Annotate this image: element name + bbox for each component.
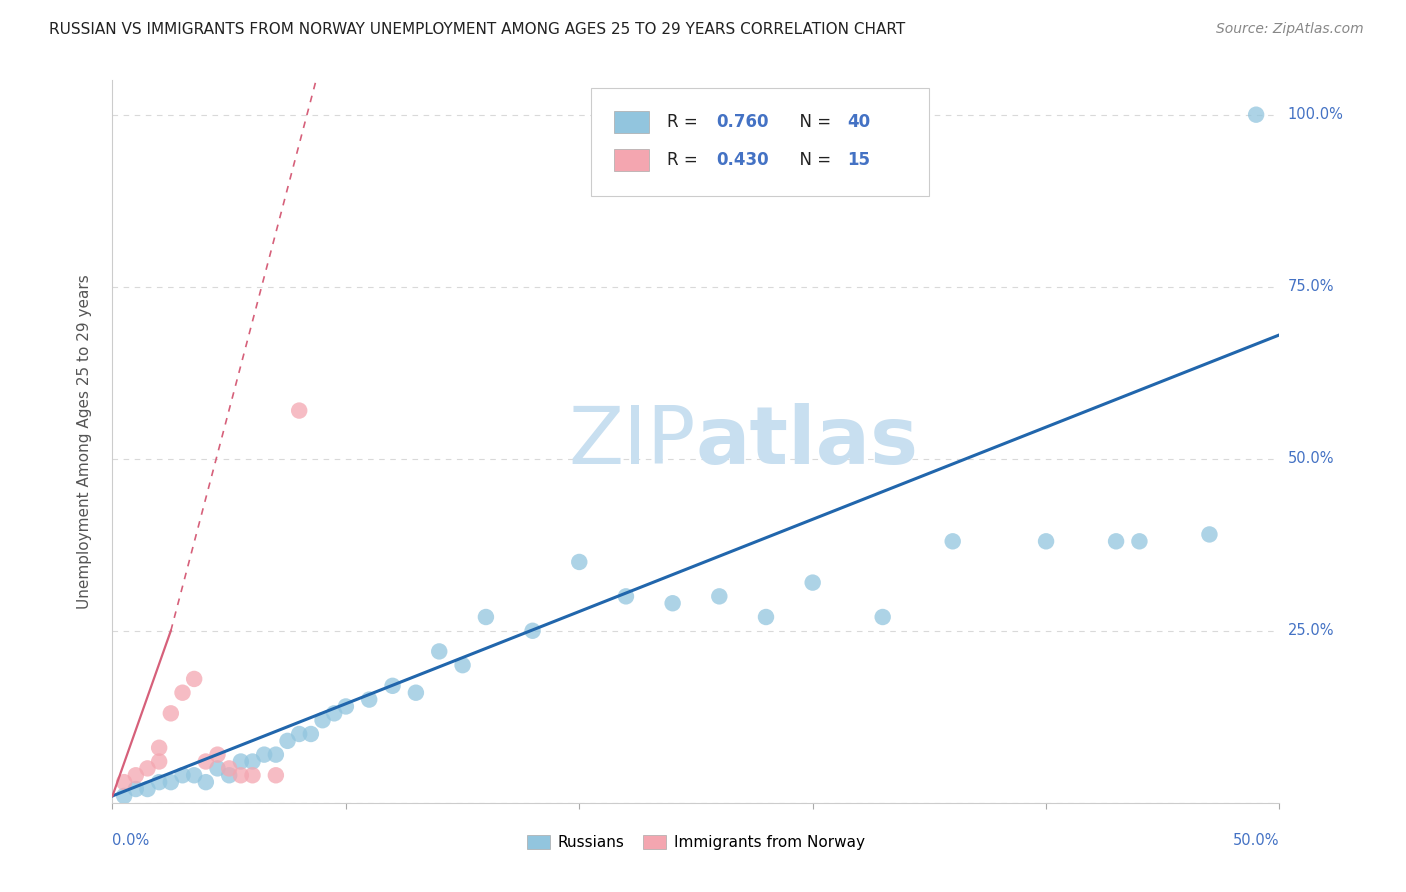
Point bbox=[1244, 108, 1267, 122]
Point bbox=[160, 706, 183, 721]
Point bbox=[276, 734, 298, 748]
Point bbox=[183, 768, 205, 782]
Point bbox=[522, 624, 544, 638]
Point bbox=[568, 555, 591, 569]
Point bbox=[112, 789, 135, 803]
Point bbox=[194, 775, 217, 789]
Point bbox=[148, 740, 170, 755]
Point bbox=[229, 755, 252, 769]
Point bbox=[288, 727, 311, 741]
Point bbox=[311, 713, 333, 727]
Point bbox=[323, 706, 346, 721]
Point bbox=[359, 692, 381, 706]
Point bbox=[229, 768, 252, 782]
Point bbox=[160, 775, 183, 789]
Point bbox=[335, 699, 357, 714]
Y-axis label: Unemployment Among Ages 25 to 29 years: Unemployment Among Ages 25 to 29 years bbox=[77, 274, 91, 609]
FancyBboxPatch shape bbox=[591, 87, 929, 196]
Point bbox=[755, 610, 778, 624]
Point bbox=[1035, 534, 1057, 549]
Point bbox=[207, 761, 229, 775]
Point bbox=[112, 775, 135, 789]
Text: R =: R = bbox=[666, 113, 703, 131]
Text: Source: ZipAtlas.com: Source: ZipAtlas.com bbox=[1216, 22, 1364, 37]
Legend: Russians, Immigrants from Norway: Russians, Immigrants from Norway bbox=[522, 830, 870, 856]
Point bbox=[125, 782, 148, 797]
Text: 100.0%: 100.0% bbox=[1288, 107, 1344, 122]
Text: N =: N = bbox=[789, 151, 837, 169]
Point bbox=[1105, 534, 1128, 549]
Text: ZIP: ZIP bbox=[568, 402, 696, 481]
Point bbox=[709, 590, 731, 604]
Point bbox=[172, 686, 194, 700]
Point bbox=[614, 590, 637, 604]
Point bbox=[475, 610, 498, 624]
Point bbox=[148, 775, 170, 789]
Point bbox=[218, 768, 240, 782]
Point bbox=[264, 768, 287, 782]
Text: 0.760: 0.760 bbox=[716, 113, 768, 131]
Point bbox=[194, 755, 217, 769]
Text: 25.0%: 25.0% bbox=[1288, 624, 1334, 639]
Text: 50.0%: 50.0% bbox=[1233, 833, 1279, 848]
Point bbox=[218, 761, 240, 775]
Point bbox=[125, 768, 148, 782]
Point bbox=[405, 686, 427, 700]
Point bbox=[299, 727, 322, 741]
Point bbox=[801, 575, 824, 590]
Point bbox=[242, 768, 264, 782]
Point bbox=[381, 679, 404, 693]
Point bbox=[661, 596, 683, 610]
Text: 0.0%: 0.0% bbox=[112, 833, 149, 848]
Text: 40: 40 bbox=[848, 113, 870, 131]
Point bbox=[136, 782, 159, 797]
Text: RUSSIAN VS IMMIGRANTS FROM NORWAY UNEMPLOYMENT AMONG AGES 25 TO 29 YEARS CORRELA: RUSSIAN VS IMMIGRANTS FROM NORWAY UNEMPL… bbox=[49, 22, 905, 37]
Point bbox=[1128, 534, 1150, 549]
Text: 50.0%: 50.0% bbox=[1288, 451, 1334, 467]
Text: R =: R = bbox=[666, 151, 703, 169]
Point bbox=[872, 610, 894, 624]
Point bbox=[253, 747, 276, 762]
Text: 15: 15 bbox=[848, 151, 870, 169]
Point bbox=[183, 672, 205, 686]
Point bbox=[207, 747, 229, 762]
Text: 0.430: 0.430 bbox=[716, 151, 769, 169]
FancyBboxPatch shape bbox=[614, 149, 650, 170]
Text: atlas: atlas bbox=[696, 402, 920, 481]
Point bbox=[136, 761, 159, 775]
Point bbox=[942, 534, 965, 549]
Text: 75.0%: 75.0% bbox=[1288, 279, 1334, 294]
Point bbox=[451, 658, 474, 673]
Point bbox=[427, 644, 450, 658]
Point bbox=[172, 768, 194, 782]
Point bbox=[264, 747, 287, 762]
Point bbox=[242, 755, 264, 769]
Point bbox=[148, 755, 170, 769]
FancyBboxPatch shape bbox=[614, 112, 650, 133]
Point bbox=[288, 403, 311, 417]
Text: N =: N = bbox=[789, 113, 837, 131]
Point bbox=[1198, 527, 1220, 541]
